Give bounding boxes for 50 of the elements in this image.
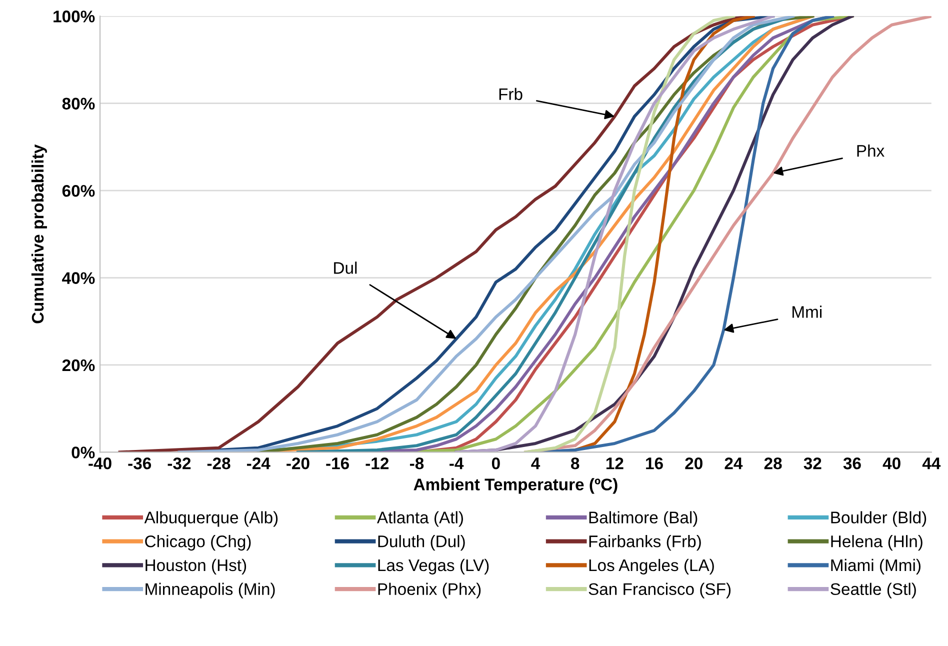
x-tick-label: 36 bbox=[843, 458, 861, 470]
legend-label: Houston (Hst) bbox=[146, 558, 246, 574]
y-tick-label: 100% bbox=[54, 10, 95, 22]
x-tick-label: -4 bbox=[450, 458, 464, 470]
annotation: Phx bbox=[857, 144, 884, 157]
legend-label: Albuquerque (Alb) bbox=[144, 511, 278, 527]
x-tick-label: -40 bbox=[88, 458, 112, 470]
x-tick-label: 44 bbox=[922, 458, 941, 470]
legend-label: Los Angeles (LA) bbox=[589, 558, 714, 574]
legend-label: Minneapolis (Min) bbox=[146, 582, 275, 598]
x-tick-label: 12 bbox=[606, 458, 624, 470]
x-tick-label: -28 bbox=[207, 458, 230, 470]
x-tick-label: -12 bbox=[366, 458, 389, 470]
y-tick-label: 20% bbox=[62, 359, 95, 372]
x-tick-label: -16 bbox=[326, 458, 349, 470]
y-axis-title: Cumulative probability bbox=[31, 144, 47, 324]
legend-label: Atlanta (Atl) bbox=[376, 511, 463, 527]
y-tick-label: 40% bbox=[62, 272, 95, 284]
legend-label: Fairbanks (Frb) bbox=[589, 535, 701, 551]
x-tick-label: -36 bbox=[128, 458, 152, 470]
x-axis-title: Ambient Temperature (ºC) bbox=[414, 478, 618, 494]
x-tick-label: 24 bbox=[724, 458, 743, 470]
legend-label: Miami (Mmi) bbox=[831, 558, 920, 574]
x-tick-label: 32 bbox=[804, 458, 822, 470]
y-tick-label: 0% bbox=[72, 446, 95, 458]
legend-label: Chicago (Chg) bbox=[145, 535, 251, 551]
x-tick-label: -8 bbox=[410, 458, 424, 470]
legend-label: San Francisco (SF) bbox=[588, 582, 731, 598]
legend-label: Seattle (Stl) bbox=[830, 582, 916, 598]
annotation: Dul bbox=[334, 262, 357, 274]
x-tick-label: 0 bbox=[492, 458, 500, 470]
legend-label: Boulder (Bld) bbox=[831, 511, 926, 527]
y-tick-label: 60% bbox=[62, 184, 95, 197]
x-tick-label: -32 bbox=[168, 458, 191, 470]
legend-label: Baltimore (Bal) bbox=[589, 511, 698, 527]
x-tick-label: -20 bbox=[286, 458, 310, 470]
x-tick-label: 28 bbox=[764, 458, 782, 470]
x-tick-label: 8 bbox=[570, 458, 580, 470]
x-tick-label: 16 bbox=[646, 458, 663, 470]
legend-label: Duluth (Dul) bbox=[378, 535, 465, 551]
y-tick-label: 80% bbox=[62, 98, 95, 110]
legend-label: Helena (Hln) bbox=[831, 535, 922, 551]
annotation: Frb bbox=[499, 88, 522, 100]
x-tick-label: -24 bbox=[246, 458, 270, 470]
x-tick-label: 20 bbox=[685, 458, 702, 470]
x-tick-label: 40 bbox=[882, 458, 900, 470]
x-tick-label: 4 bbox=[531, 458, 540, 470]
legend-label: Las Vegas (LV) bbox=[378, 558, 489, 574]
legend-label: Phoenix (Phx) bbox=[378, 582, 481, 598]
annotation: Mmi bbox=[792, 306, 822, 318]
